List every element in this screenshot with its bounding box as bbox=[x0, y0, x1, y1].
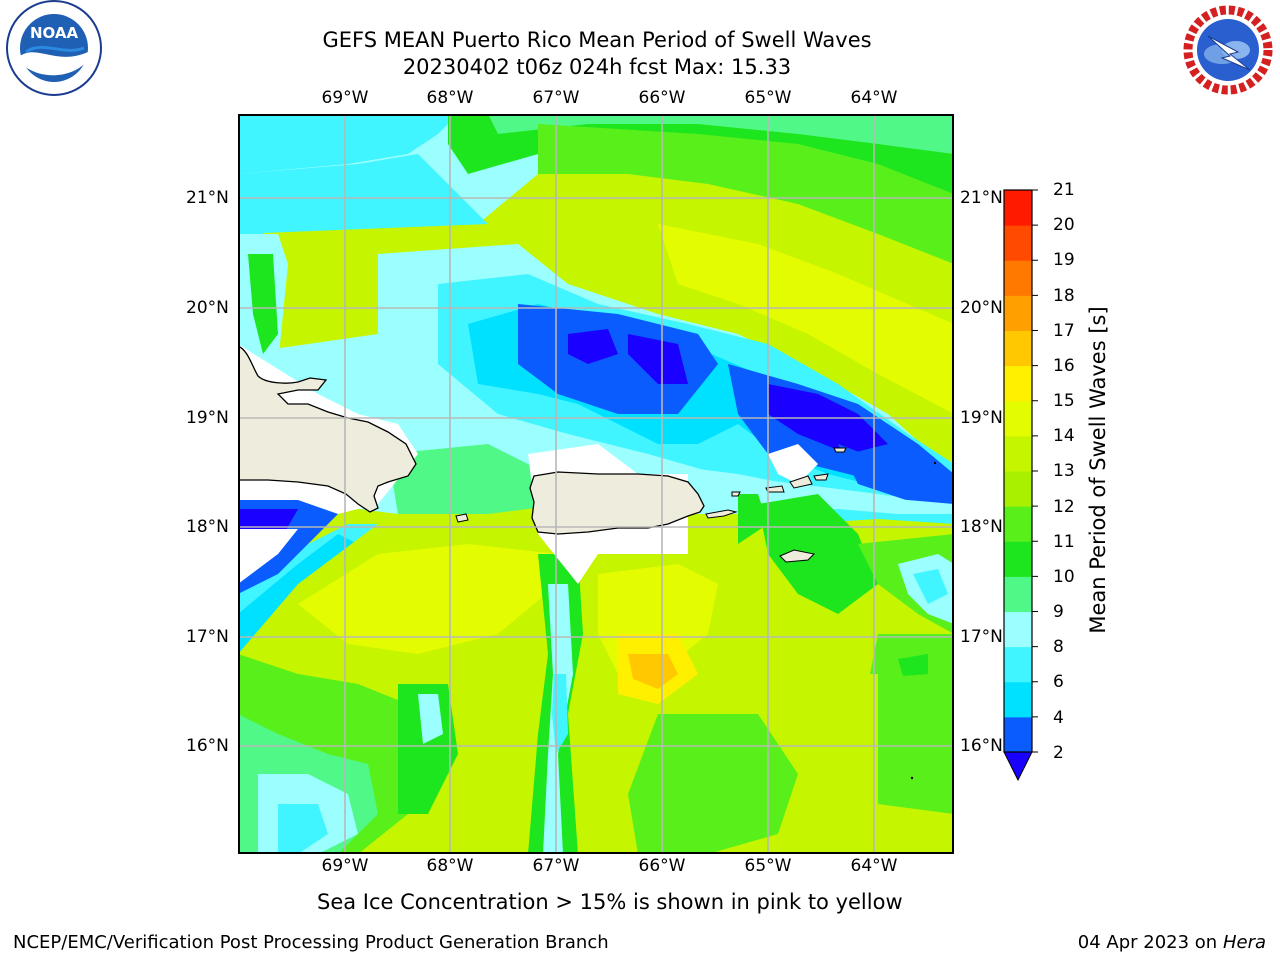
lat-tick-left: 17°N bbox=[186, 627, 229, 647]
noaa-logo-text: NOAA bbox=[30, 24, 79, 42]
chart-subtitle: 20230402 t06z 024h fcst Max: 15.33 bbox=[402, 55, 792, 79]
colorbar-tick: 18 bbox=[1053, 286, 1075, 306]
colorbar-segment bbox=[1004, 190, 1032, 226]
colorbar-segment bbox=[1004, 716, 1032, 753]
colorbar-tick: 8 bbox=[1053, 637, 1064, 657]
lat-tick-left: 20°N bbox=[186, 298, 229, 318]
lat-tick-right: 17°N bbox=[960, 627, 1003, 647]
colorbar-tick: 4 bbox=[1053, 708, 1064, 728]
colorbar-tick: 21 bbox=[1053, 180, 1075, 200]
colorbar-tick: 15 bbox=[1053, 391, 1075, 411]
colorbar-tick: 20 bbox=[1053, 215, 1075, 235]
sea-ice-caption: Sea Ice Concentration > 15% is shown in … bbox=[317, 890, 903, 914]
lon-tick-bottom: 68°W bbox=[426, 856, 474, 876]
lat-tick-left: 21°N bbox=[186, 188, 229, 208]
colorbar-tick: 11 bbox=[1053, 532, 1075, 552]
colorbar-segment bbox=[1004, 646, 1032, 683]
colorbar-tick: 6 bbox=[1053, 672, 1064, 692]
colorbar-segment bbox=[1004, 260, 1032, 296]
colorbar-segment bbox=[1004, 435, 1032, 472]
colorbar-segment bbox=[1004, 365, 1032, 402]
colorbar-segment bbox=[1004, 330, 1032, 367]
map-panel bbox=[238, 114, 954, 854]
colorbar-segment bbox=[1004, 506, 1032, 542]
lat-tick-right: 16°N bbox=[960, 736, 1003, 756]
colorbar-tick: 2 bbox=[1053, 743, 1064, 763]
colorbar bbox=[996, 182, 1046, 792]
lon-tick-top: 66°W bbox=[638, 88, 686, 108]
colorbar-tick: 14 bbox=[1053, 426, 1075, 446]
lon-tick-top: 65°W bbox=[744, 88, 792, 108]
noaa-logo: NOAA bbox=[2, 0, 106, 100]
lon-tick-top: 69°W bbox=[321, 88, 369, 108]
lon-tick-bottom: 67°W bbox=[532, 856, 580, 876]
colorbar-segment bbox=[1004, 681, 1032, 718]
footer-date: 04 Apr 2023 on Hera bbox=[1078, 932, 1266, 953]
colorbar-tick: 12 bbox=[1053, 497, 1075, 517]
chart-title: GEFS MEAN Puerto Rico Mean Period of Swe… bbox=[322, 28, 872, 52]
footer-date-text: 04 Apr 2023 on bbox=[1077, 932, 1223, 953]
lat-tick-right: 19°N bbox=[960, 408, 1003, 428]
footer-credit: NCEP/EMC/Verification Post Processing Pr… bbox=[13, 932, 609, 953]
nws-logo bbox=[1178, 0, 1278, 100]
puerto-rico-land bbox=[529, 471, 705, 535]
colorbar-title: Mean Period of Swell Waves [s] bbox=[1086, 306, 1110, 634]
colorbar-segment bbox=[1004, 576, 1032, 612]
lon-tick-top: 64°W bbox=[850, 88, 898, 108]
swell-period-field bbox=[238, 114, 954, 854]
colorbar-tick: 16 bbox=[1053, 356, 1075, 376]
colorbar-segment bbox=[1004, 541, 1032, 577]
colorbar-segment bbox=[1004, 611, 1032, 648]
lon-tick-bottom: 66°W bbox=[638, 856, 686, 876]
colorbar-under-arrow bbox=[1003, 751, 1033, 782]
colorbar-tick: 17 bbox=[1053, 321, 1075, 341]
lon-tick-bottom: 64°W bbox=[850, 856, 898, 876]
graticule bbox=[238, 114, 954, 854]
colorbar-tick: 13 bbox=[1053, 461, 1075, 481]
lon-tick-top: 67°W bbox=[532, 88, 580, 108]
colorbar-segment bbox=[1004, 225, 1032, 261]
colorbar-segment bbox=[1004, 471, 1032, 507]
hispaniola-land bbox=[238, 345, 417, 513]
lon-tick-bottom: 65°W bbox=[744, 856, 792, 876]
lon-tick-bottom: 69°W bbox=[321, 856, 369, 876]
footer-host: Hera bbox=[1222, 932, 1266, 953]
lat-tick-left: 19°N bbox=[186, 408, 229, 428]
lat-tick-right: 20°N bbox=[960, 298, 1003, 318]
colorbar-tick: 19 bbox=[1053, 250, 1075, 270]
colorbar-segment bbox=[1004, 400, 1032, 437]
colorbar-tick: 9 bbox=[1053, 602, 1064, 622]
lat-tick-left: 16°N bbox=[186, 736, 229, 756]
lon-tick-top: 68°W bbox=[426, 88, 474, 108]
colorbar-tick: 10 bbox=[1053, 567, 1075, 587]
lat-tick-left: 18°N bbox=[186, 517, 229, 537]
colorbar-segment bbox=[1004, 295, 1032, 331]
lat-tick-right: 21°N bbox=[960, 188, 1003, 208]
lat-tick-right: 18°N bbox=[960, 517, 1003, 537]
